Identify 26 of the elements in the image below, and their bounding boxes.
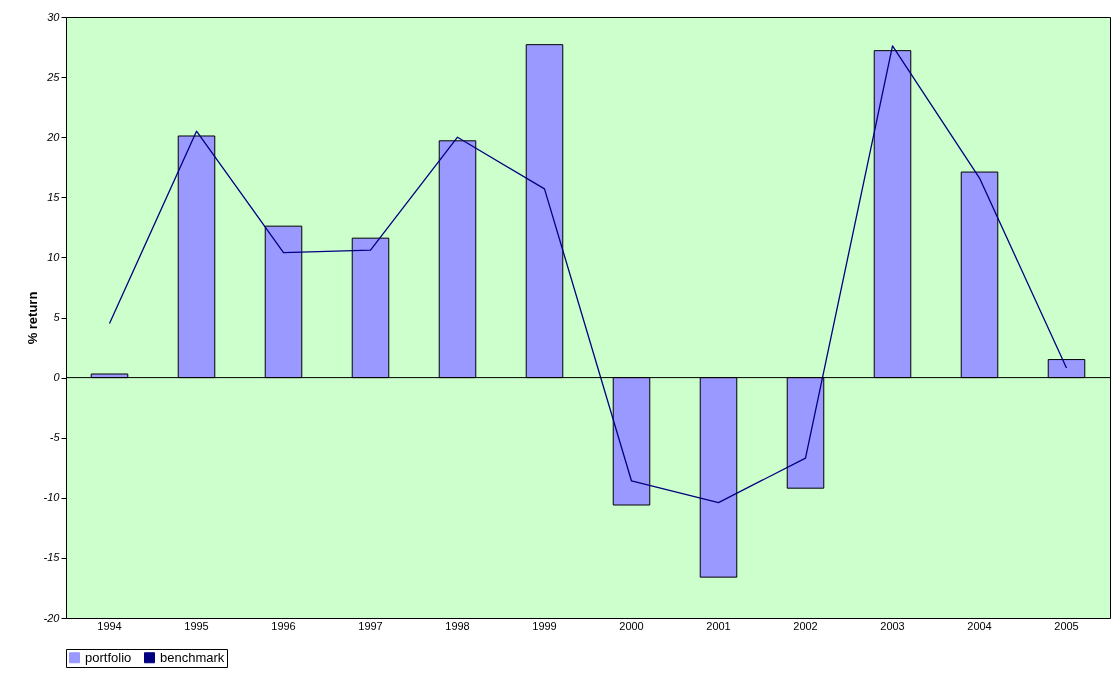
y-tick-label: 15 — [47, 190, 61, 203]
x-tick-label: 1995 — [184, 619, 209, 632]
x-tick-label: 2001 — [706, 619, 731, 632]
legend-label: portfolio — [85, 649, 132, 665]
x-tick-label: 1996 — [271, 619, 296, 632]
x-tick-label: 1998 — [445, 619, 470, 632]
y-tick-label: -10 — [43, 491, 61, 504]
x-tick-label: 2003 — [880, 619, 905, 632]
y-tick-label: 0 — [53, 371, 61, 384]
x-tick-label: 1997 — [358, 619, 383, 632]
y-tick-label: -15 — [43, 551, 61, 564]
y-tick-label: 30 — [47, 10, 61, 23]
y-tick-label: -5 — [49, 431, 61, 444]
x-tick-label: 2005 — [1054, 619, 1079, 632]
y-axis-title: % return — [24, 291, 40, 345]
y-tick-label: 25 — [46, 70, 61, 83]
y-tick-label: 20 — [46, 130, 61, 143]
x-tick-label: 2002 — [793, 619, 818, 632]
x-tick-label: 1999 — [532, 619, 557, 632]
y-tick-label: 5 — [53, 311, 61, 323]
y-tick-label: -20 — [43, 611, 61, 624]
x-tick-label: 1994 — [97, 619, 122, 632]
x-tick-label: 2004 — [967, 619, 992, 632]
legend-label: benchmark — [160, 649, 225, 665]
y-tick-label: 10 — [47, 250, 61, 263]
x-tick-label: 2000 — [619, 619, 644, 632]
